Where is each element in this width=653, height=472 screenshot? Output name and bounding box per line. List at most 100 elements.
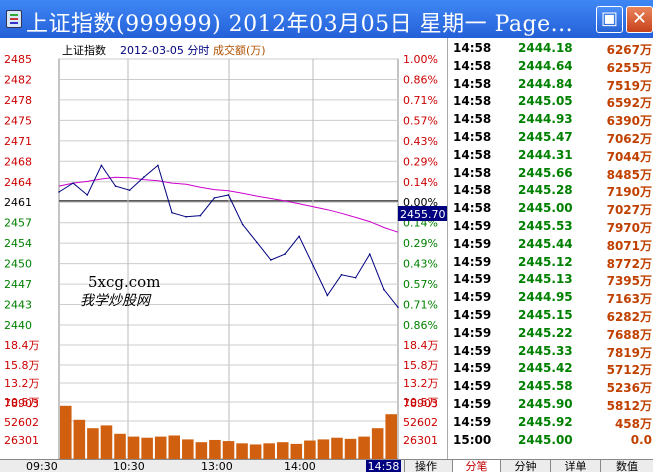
price-point bbox=[298, 235, 300, 238]
tick-row[interactable]: 14:59 2445.44 8071万 bbox=[448, 235, 653, 253]
volume-bar bbox=[195, 442, 208, 459]
price-point bbox=[171, 211, 173, 214]
volume-bar bbox=[385, 414, 397, 459]
tick-volume: 7190万 bbox=[606, 185, 652, 200]
tick-row[interactable]: 14:58 2445.05 6592万 bbox=[448, 92, 653, 110]
price-point bbox=[128, 189, 131, 192]
tab-values[interactable]: 数值 bbox=[600, 460, 653, 472]
tick-row[interactable]: 14:59 2445.92 458万 bbox=[448, 413, 653, 431]
volume-bar bbox=[168, 435, 181, 459]
price-axis-right-label: 0.86% bbox=[403, 73, 438, 86]
tick-volume: 7688万 bbox=[606, 327, 652, 342]
price-point bbox=[312, 265, 315, 267]
price-axis-right-label: 0.29% bbox=[403, 237, 438, 250]
tick-volume: 7395万 bbox=[606, 274, 652, 289]
volume-bar bbox=[127, 436, 140, 459]
tab-minutes[interactable]: 分钟 bbox=[500, 460, 550, 472]
price-axis-left-label: 2440 bbox=[4, 319, 32, 332]
tick-volume: 7062万 bbox=[606, 132, 652, 146]
tick-row[interactable]: 14:58 2445.28 7190万 bbox=[448, 181, 653, 199]
price-point bbox=[157, 164, 159, 167]
tick-row[interactable]: 14:59 2445.42 5712万 bbox=[448, 359, 653, 377]
tick-price: 2444.64 bbox=[518, 58, 573, 73]
tick-row[interactable]: 14:59 2445.90 5812万 bbox=[448, 395, 653, 413]
tick-row[interactable]: 14:59 2445.33 7819万 bbox=[448, 342, 653, 360]
tick-row[interactable]: 14:59 2445.12 8772万 bbox=[448, 253, 653, 271]
intraday-chart[interactable]: 2485 2482 2478 2475 2471 2468 2464 2461 2457 2454… bbox=[0, 38, 447, 460]
price-axis-right-label: 0.14% bbox=[403, 176, 438, 189]
time-axis-label: 09:30 bbox=[26, 460, 58, 472]
tick-price: 2444.31 bbox=[518, 147, 573, 162]
tick-price: 2445.13 bbox=[518, 272, 573, 287]
close-button[interactable]: ✕ bbox=[626, 6, 653, 33]
price-point bbox=[284, 253, 286, 255]
turnover-axis-right-label: 15.8万 bbox=[403, 359, 439, 372]
tick-row[interactable]: 14:58 2445.00 7027万 bbox=[448, 199, 653, 217]
volume-bar bbox=[249, 444, 262, 459]
price-point bbox=[114, 185, 117, 187]
title-bar[interactable]: 上证指数(999999) 2012年03月05日 星期一 Page... ▣ ✕ bbox=[0, 0, 653, 38]
tick-volume: 6592万 bbox=[606, 96, 652, 111]
operate-button[interactable]: 操作 bbox=[404, 460, 447, 472]
tick-row[interactable]: 15:00 2445.00 0.0 bbox=[448, 431, 653, 449]
tick-price: 2444.95 bbox=[518, 290, 573, 305]
price-axis-left-label: 2454 bbox=[4, 237, 32, 250]
price-point bbox=[199, 214, 202, 217]
tick-row[interactable]: 14:58 2444.84 7519万 bbox=[448, 75, 653, 93]
tick-row[interactable]: 14:58 2445.66 8485万 bbox=[448, 164, 653, 182]
tick-row[interactable]: 14:59 2445.53 7970万 bbox=[448, 217, 653, 235]
tick-row[interactable]: 14:59 2445.22 7688万 bbox=[448, 324, 653, 342]
price-axis-right-label: 0.86% bbox=[403, 319, 438, 332]
tick-price: 2445.28 bbox=[518, 183, 573, 198]
tick-row[interactable]: 14:58 2445.47 7062万 bbox=[448, 128, 653, 146]
price-point bbox=[227, 194, 230, 196]
tick-tape[interactable]: 14:58 2444.18 6267万 14:58 2444.64 6255万 14:58 2… bbox=[447, 38, 653, 459]
tab-details[interactable]: 详单 bbox=[550, 460, 600, 472]
volume-bar bbox=[263, 443, 275, 459]
tick-volume: 7519万 bbox=[606, 78, 652, 93]
volume-bar bbox=[358, 436, 370, 459]
tick-time: 14:58 bbox=[453, 58, 492, 73]
axis-labels: 2485 2482 2478 2475 2471 2468 2464 2461 2457 2454… bbox=[4, 53, 439, 447]
tick-price: 2445.90 bbox=[518, 397, 573, 411]
chart-canvas: 2485 2482 2478 2475 2471 2468 2464 2461 2457 2454… bbox=[4, 43, 447, 460]
price-point bbox=[241, 223, 244, 226]
price-axis-left-label: 2457 bbox=[4, 217, 32, 230]
tick-time: 14:58 bbox=[453, 165, 492, 180]
tick-time: 14:58 bbox=[453, 41, 492, 55]
tick-row[interactable]: 14:58 2444.64 6255万 bbox=[448, 57, 653, 75]
tick-time: 14:59 bbox=[453, 308, 492, 322]
tick-price: 2445.66 bbox=[518, 165, 573, 180]
tick-row[interactable]: 14:58 2444.93 6390万 bbox=[448, 110, 653, 128]
tick-row[interactable]: 14:58 2444.18 6267万 bbox=[448, 39, 653, 57]
tick-time: 14:59 bbox=[453, 236, 492, 251]
tick-volume: 8485万 bbox=[606, 167, 652, 182]
price-axis-left-label: 2471 bbox=[4, 135, 32, 148]
tick-time: 14:58 bbox=[453, 94, 492, 109]
volume-bar bbox=[371, 428, 384, 459]
tick-time: 14:58 bbox=[453, 130, 492, 144]
volume-axis-right-label: 26301 bbox=[403, 434, 438, 447]
tick-row[interactable]: 14:59 2445.58 5236万 bbox=[448, 377, 653, 395]
volume-bar bbox=[73, 419, 86, 459]
tick-volume: 8772万 bbox=[606, 256, 652, 271]
tick-price: 2444.93 bbox=[518, 112, 573, 127]
volume-bar bbox=[304, 440, 316, 459]
chart-date-label: 2012-03-05 分时 bbox=[120, 44, 209, 57]
current-time-marker: 14:58 bbox=[366, 460, 401, 472]
turnover-axis-left-label: 15.8万 bbox=[4, 359, 40, 372]
tick-price: 2445.15 bbox=[518, 308, 573, 322]
time-axis-label: 14:00 bbox=[284, 460, 316, 472]
maximize-button[interactable]: ▣ bbox=[596, 6, 623, 33]
tick-row[interactable]: 14:59 2444.95 7163万 bbox=[448, 288, 653, 306]
price-point bbox=[58, 191, 60, 193]
tick-row[interactable]: 14:59 2445.15 6282万 bbox=[448, 306, 653, 324]
turnover-axis-right-label: 13.2万 bbox=[403, 377, 439, 390]
tick-time: 14:59 bbox=[453, 414, 492, 429]
tab-ticks[interactable]: 分笔 bbox=[452, 460, 500, 472]
tick-row[interactable]: 14:58 2444.31 7044万 bbox=[448, 146, 653, 164]
tick-volume: 6255万 bbox=[606, 60, 652, 75]
tick-time: 14:59 bbox=[453, 397, 492, 411]
tick-row[interactable]: 14:59 2445.13 7395万 bbox=[448, 270, 653, 288]
